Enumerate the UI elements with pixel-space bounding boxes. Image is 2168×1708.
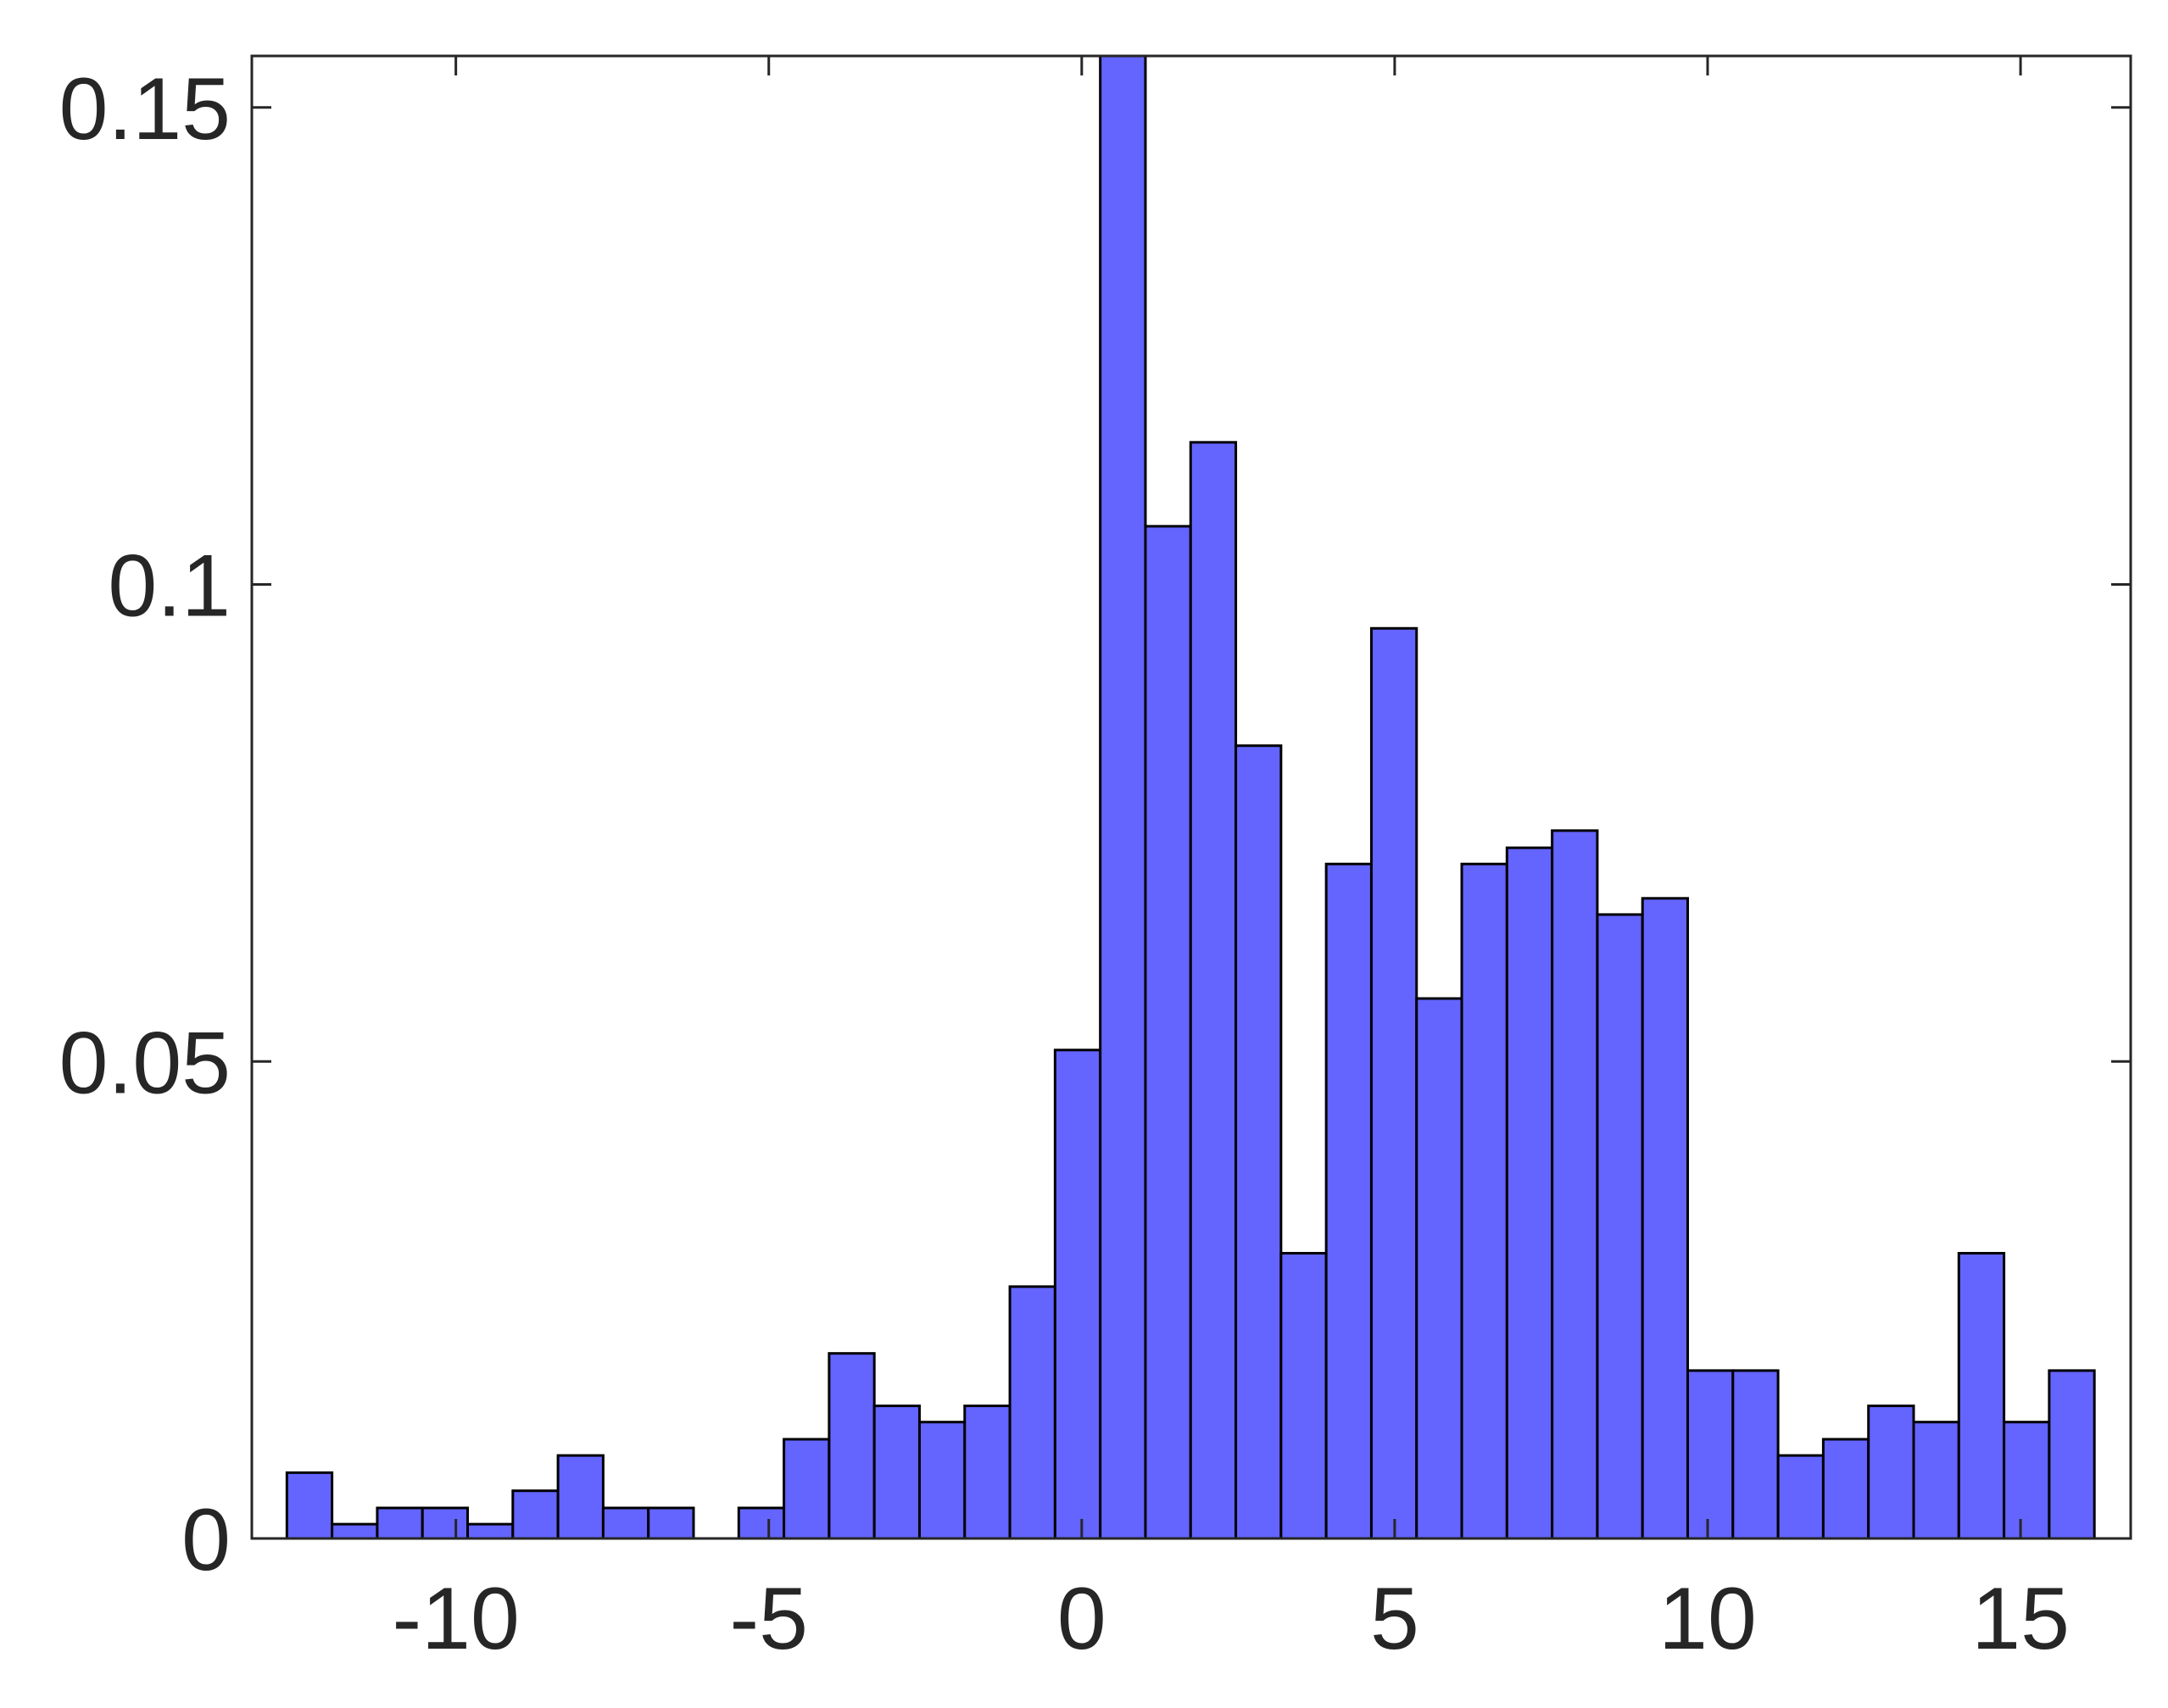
- bar: [1776, 1454, 1825, 1538]
- x-tick-label: -5: [729, 1570, 807, 1668]
- bar: [2048, 1369, 2096, 1538]
- bar: [601, 1506, 650, 1538]
- bar: [1053, 1049, 1102, 1538]
- bar: [1957, 1251, 2006, 1538]
- x-tick-label: 0: [1057, 1570, 1106, 1668]
- bar: [466, 1522, 515, 1538]
- y-tick-label: 0.15: [59, 60, 231, 159]
- bar: [556, 1454, 605, 1538]
- bar: [917, 1421, 967, 1538]
- bar: [1867, 1405, 1915, 1538]
- bar: [1596, 913, 1644, 1538]
- bar: [1731, 1369, 1780, 1538]
- bar: [331, 1522, 379, 1538]
- bar: [1641, 897, 1690, 1538]
- bar: [963, 1405, 1012, 1538]
- bar: [1144, 525, 1192, 1538]
- bar: [1324, 862, 1373, 1538]
- bar: [1551, 829, 1599, 1538]
- bar: [828, 1352, 876, 1538]
- bar: [1821, 1438, 1870, 1538]
- bar: [1189, 441, 1238, 1538]
- bar: [1099, 56, 1147, 1538]
- y-tick-label: 0: [181, 1491, 231, 1589]
- bar: [1008, 1285, 1056, 1538]
- bar: [285, 1471, 334, 1538]
- bar: [421, 1506, 470, 1538]
- bar: [872, 1405, 921, 1538]
- bar: [1415, 997, 1463, 1538]
- y-tick-label: 0.05: [59, 1014, 231, 1112]
- x-tick-label: -10: [392, 1570, 519, 1668]
- bar: [511, 1489, 560, 1538]
- bar: [1912, 1421, 1960, 1538]
- x-tick-label: 10: [1658, 1570, 1757, 1668]
- bar: [1505, 846, 1554, 1538]
- x-tick-label: 5: [1370, 1570, 1419, 1668]
- bar: [1279, 1251, 1328, 1538]
- bars: [285, 56, 2096, 1538]
- bar: [1686, 1369, 1735, 1538]
- axes-box: [250, 54, 2132, 1540]
- bar: [1460, 862, 1508, 1538]
- bar: [1234, 744, 1283, 1538]
- x-tick-label: 15: [1971, 1570, 2070, 1668]
- bar: [737, 1506, 786, 1538]
- bar: [1369, 626, 1418, 1538]
- bar: [783, 1438, 831, 1538]
- bar: [376, 1506, 424, 1538]
- bar: [2003, 1421, 2051, 1538]
- y-tick-label: 0.1: [108, 537, 231, 636]
- bar: [647, 1506, 695, 1538]
